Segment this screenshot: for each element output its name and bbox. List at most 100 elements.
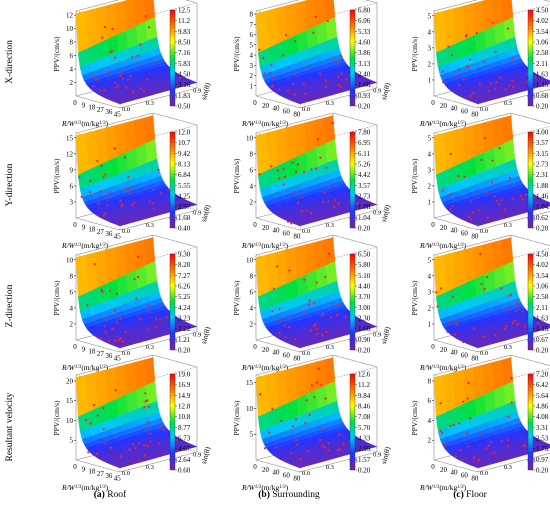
scatter-points bbox=[85, 389, 178, 458]
box-edge bbox=[433, 0, 478, 12]
data-point bbox=[322, 312, 325, 315]
data-point bbox=[464, 35, 467, 38]
data-point bbox=[493, 451, 496, 454]
data-point bbox=[323, 446, 326, 449]
surface-cell bbox=[433, 132, 446, 175]
data-point bbox=[466, 397, 469, 400]
data-point bbox=[277, 318, 280, 321]
data-point bbox=[315, 328, 318, 331]
data-point bbox=[146, 420, 149, 424]
colorbar-label: 0.93 bbox=[358, 92, 371, 100]
scatter-points bbox=[439, 377, 534, 462]
data-point bbox=[280, 419, 283, 423]
x-tick-label: 0 bbox=[253, 221, 257, 229]
data-point bbox=[488, 90, 491, 93]
box-edge bbox=[510, 234, 550, 246]
data-point bbox=[108, 339, 111, 342]
colorbar-label: 1.04 bbox=[358, 214, 371, 222]
data-point bbox=[178, 76, 182, 79]
scatter-points bbox=[441, 136, 536, 221]
data-point bbox=[100, 288, 103, 291]
colorbar-label: 0.68 bbox=[536, 92, 549, 100]
data-point bbox=[510, 401, 513, 404]
colorbar-label: 0.60 bbox=[178, 467, 191, 475]
y-tick-label: 0.3 bbox=[504, 100, 512, 107]
data-point bbox=[152, 188, 155, 191]
z-tick-label: 3 bbox=[428, 166, 432, 174]
z-tick-label: 6 bbox=[250, 288, 254, 296]
z-tick-label: 10 bbox=[66, 417, 74, 425]
z-tick-label: 5 bbox=[428, 256, 432, 264]
data-point bbox=[345, 78, 348, 81]
data-point bbox=[516, 300, 519, 304]
data-point bbox=[326, 19, 329, 23]
x-tick-label: 60 bbox=[461, 108, 469, 116]
data-point bbox=[449, 424, 452, 427]
data-point bbox=[491, 181, 494, 184]
box-edge bbox=[255, 95, 301, 109]
x-axis-label: R/W1/3(m/kg1/3) bbox=[241, 119, 289, 128]
data-point bbox=[291, 161, 294, 164]
data-point bbox=[102, 214, 105, 217]
data-point bbox=[316, 332, 319, 335]
colorbar-label: 1.63 bbox=[536, 71, 549, 79]
x-tick-label: 20 bbox=[440, 466, 448, 474]
data-point bbox=[465, 65, 468, 68]
z-tick-label: 3 bbox=[428, 44, 432, 52]
z-tick-label: 15 bbox=[66, 134, 74, 142]
data-point bbox=[329, 316, 332, 319]
z-tick-label: 5 bbox=[250, 431, 254, 439]
data-point bbox=[490, 440, 493, 443]
z-tick-label: 10 bbox=[246, 134, 254, 142]
data-point bbox=[120, 71, 123, 74]
z-tick-label: 6 bbox=[70, 288, 74, 296]
data-point bbox=[449, 152, 453, 155]
colorbar-label: 3.57 bbox=[536, 139, 549, 147]
data-point bbox=[106, 204, 109, 207]
data-point bbox=[144, 426, 147, 429]
colorbar-label: 3.06 bbox=[536, 283, 549, 291]
data-point bbox=[536, 322, 539, 325]
data-point bbox=[521, 310, 524, 313]
colorbar-label: 0.40 bbox=[178, 225, 191, 233]
scatter-points bbox=[92, 15, 182, 94]
data-point bbox=[500, 440, 503, 443]
data-point bbox=[92, 85, 95, 88]
data-point bbox=[435, 291, 438, 294]
data-point bbox=[449, 208, 452, 211]
data-point bbox=[494, 50, 497, 53]
data-point bbox=[471, 211, 474, 214]
colorbar-label: 9.84 bbox=[358, 392, 371, 400]
data-point bbox=[89, 179, 92, 182]
data-point bbox=[462, 340, 465, 344]
colorbar-label: 11.2 bbox=[178, 17, 190, 25]
data-point bbox=[455, 73, 458, 76]
colorbar-label: 4.02 bbox=[536, 261, 549, 269]
x-tick-label: 0 bbox=[253, 343, 257, 351]
z-tick-label: 8 bbox=[250, 11, 254, 19]
z-axis-label: PPV/(cm/s) bbox=[52, 280, 61, 316]
data-point bbox=[131, 204, 134, 207]
x-tick-label: 20 bbox=[440, 224, 448, 232]
y-tick-label: 0.0 bbox=[480, 350, 488, 357]
data-point bbox=[294, 418, 298, 421]
row-label: Y-direction bbox=[5, 163, 15, 206]
data-point bbox=[314, 323, 317, 326]
data-point bbox=[511, 57, 514, 61]
data-point bbox=[87, 451, 90, 454]
box-edge bbox=[510, 112, 550, 124]
scatter-points bbox=[441, 21, 537, 98]
data-point bbox=[324, 397, 327, 400]
x-axis-label: R/W1/3(m/kg1/3) bbox=[61, 363, 109, 372]
data-point bbox=[337, 83, 340, 87]
colorbar bbox=[169, 9, 176, 107]
z-tick-label: 8 bbox=[428, 377, 432, 385]
x-tick-label: 60 bbox=[461, 352, 469, 360]
data-point bbox=[131, 91, 135, 94]
data-point bbox=[268, 431, 271, 435]
z-tick-label: 6 bbox=[70, 52, 74, 60]
data-point bbox=[146, 328, 149, 331]
chart-panel: 24680204060800.00.30.60.9PPV/(cm/s)R/W1/… bbox=[410, 354, 550, 492]
data-point bbox=[482, 335, 486, 338]
data-point bbox=[485, 191, 488, 194]
